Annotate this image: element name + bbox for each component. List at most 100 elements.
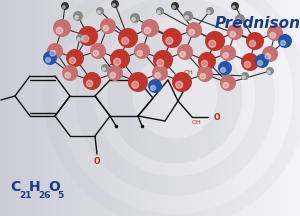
Circle shape <box>201 60 208 67</box>
Circle shape <box>230 32 236 37</box>
Circle shape <box>265 53 271 59</box>
Circle shape <box>180 51 186 57</box>
Circle shape <box>220 75 236 91</box>
Circle shape <box>246 32 264 50</box>
Circle shape <box>83 72 101 90</box>
Circle shape <box>112 4 115 6</box>
Circle shape <box>96 7 104 15</box>
Circle shape <box>152 65 168 81</box>
Circle shape <box>186 22 202 38</box>
Circle shape <box>244 61 250 68</box>
Circle shape <box>141 19 159 37</box>
Circle shape <box>172 72 192 92</box>
Text: O: O <box>214 113 220 121</box>
Circle shape <box>166 37 173 44</box>
Circle shape <box>223 83 229 88</box>
Circle shape <box>266 67 274 75</box>
Circle shape <box>258 60 262 65</box>
Circle shape <box>235 14 245 24</box>
Text: 5: 5 <box>57 191 63 200</box>
Circle shape <box>262 46 278 62</box>
Circle shape <box>241 72 249 80</box>
Circle shape <box>148 79 162 93</box>
Circle shape <box>66 49 84 67</box>
Circle shape <box>98 11 100 14</box>
Circle shape <box>208 11 210 14</box>
Circle shape <box>132 81 139 88</box>
Circle shape <box>114 58 121 65</box>
Circle shape <box>255 54 269 68</box>
Circle shape <box>183 11 193 21</box>
Circle shape <box>78 26 98 46</box>
Circle shape <box>65 72 70 78</box>
Circle shape <box>153 50 173 70</box>
Circle shape <box>122 37 129 44</box>
Text: O: O <box>94 157 100 167</box>
Circle shape <box>185 16 188 19</box>
Circle shape <box>132 18 135 21</box>
Circle shape <box>111 0 119 8</box>
Circle shape <box>158 11 160 14</box>
Circle shape <box>103 68 105 70</box>
Text: Prednisone: Prednisone <box>215 16 300 31</box>
Circle shape <box>280 41 286 45</box>
Circle shape <box>156 7 164 15</box>
Circle shape <box>90 43 106 59</box>
Text: OH: OH <box>184 70 194 76</box>
Circle shape <box>206 7 214 15</box>
Circle shape <box>110 72 116 78</box>
Circle shape <box>189 29 195 35</box>
Circle shape <box>100 18 116 34</box>
Circle shape <box>93 51 99 56</box>
Circle shape <box>128 72 148 92</box>
Circle shape <box>227 24 243 40</box>
Circle shape <box>62 65 78 81</box>
Circle shape <box>268 71 270 73</box>
Text: H: H <box>29 180 40 194</box>
Circle shape <box>118 28 138 48</box>
Text: C: C <box>10 180 20 194</box>
Circle shape <box>198 52 216 70</box>
Circle shape <box>232 6 235 8</box>
Circle shape <box>218 61 232 75</box>
Circle shape <box>86 80 93 87</box>
Circle shape <box>46 57 50 62</box>
Circle shape <box>267 25 283 41</box>
Circle shape <box>69 57 76 64</box>
Circle shape <box>220 68 226 72</box>
Circle shape <box>47 43 63 59</box>
Circle shape <box>43 51 57 65</box>
Circle shape <box>200 73 206 79</box>
Circle shape <box>155 72 160 78</box>
Circle shape <box>75 16 78 19</box>
Circle shape <box>137 51 142 56</box>
Circle shape <box>77 38 80 41</box>
Circle shape <box>56 27 63 34</box>
Circle shape <box>103 25 109 31</box>
Circle shape <box>130 13 140 23</box>
Circle shape <box>223 52 229 58</box>
Circle shape <box>162 28 182 48</box>
Circle shape <box>50 51 56 56</box>
Circle shape <box>107 65 123 81</box>
Circle shape <box>73 11 83 21</box>
Circle shape <box>61 2 69 10</box>
Circle shape <box>172 6 175 8</box>
Circle shape <box>157 59 164 66</box>
Circle shape <box>270 32 276 38</box>
Circle shape <box>144 27 151 34</box>
Circle shape <box>53 19 71 37</box>
Circle shape <box>134 43 150 59</box>
Circle shape <box>176 81 183 88</box>
Circle shape <box>177 44 193 60</box>
Circle shape <box>62 6 65 8</box>
Circle shape <box>110 49 130 69</box>
Circle shape <box>76 34 84 42</box>
Text: 21: 21 <box>19 191 31 200</box>
Text: O: O <box>48 180 60 194</box>
Circle shape <box>278 34 292 48</box>
Circle shape <box>151 86 155 91</box>
Circle shape <box>237 19 240 22</box>
Circle shape <box>101 64 109 72</box>
Circle shape <box>205 31 225 51</box>
